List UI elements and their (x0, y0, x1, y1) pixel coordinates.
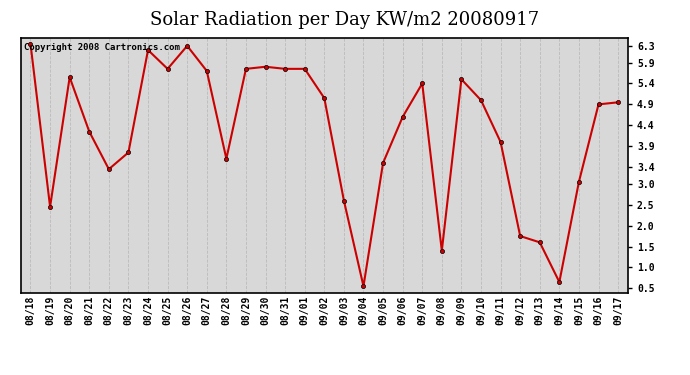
Text: Copyright 2008 Cartronics.com: Copyright 2008 Cartronics.com (23, 43, 179, 52)
Text: Solar Radiation per Day KW/m2 20080917: Solar Radiation per Day KW/m2 20080917 (150, 11, 540, 29)
